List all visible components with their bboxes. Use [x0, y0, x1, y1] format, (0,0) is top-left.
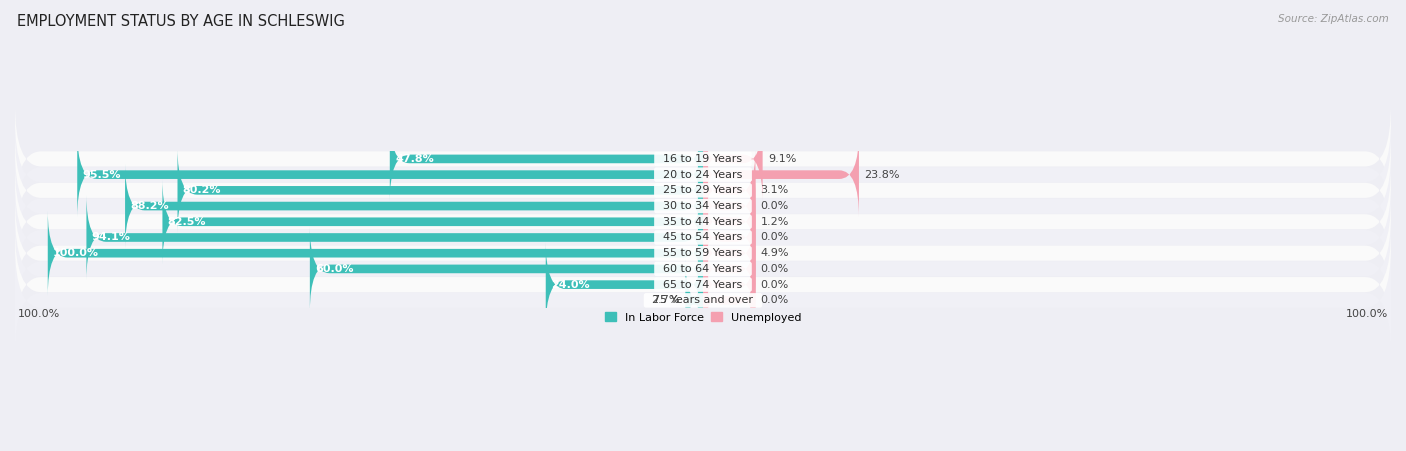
FancyBboxPatch shape: [703, 210, 755, 296]
FancyBboxPatch shape: [177, 147, 703, 233]
Text: EMPLOYMENT STATUS BY AGE IN SCHLESWIG: EMPLOYMENT STATUS BY AGE IN SCHLESWIG: [17, 14, 344, 28]
Text: 95.5%: 95.5%: [83, 170, 121, 179]
FancyBboxPatch shape: [15, 198, 1391, 308]
Text: 35 to 44 Years: 35 to 44 Years: [657, 217, 749, 227]
Text: 47.8%: 47.8%: [395, 154, 434, 164]
FancyBboxPatch shape: [15, 245, 1391, 356]
FancyBboxPatch shape: [703, 195, 755, 281]
FancyBboxPatch shape: [15, 120, 1391, 230]
Text: 24.0%: 24.0%: [551, 280, 589, 290]
Text: 0.0%: 0.0%: [761, 232, 789, 243]
Text: 94.1%: 94.1%: [91, 232, 131, 243]
FancyBboxPatch shape: [15, 214, 1391, 324]
Text: 82.5%: 82.5%: [167, 217, 207, 227]
FancyBboxPatch shape: [163, 179, 703, 265]
FancyBboxPatch shape: [703, 116, 762, 202]
FancyBboxPatch shape: [703, 258, 755, 343]
Text: 80.2%: 80.2%: [183, 185, 221, 195]
FancyBboxPatch shape: [15, 135, 1391, 246]
Text: 30 to 34 Years: 30 to 34 Years: [657, 201, 749, 211]
Text: 100.0%: 100.0%: [18, 309, 60, 319]
Text: 0.0%: 0.0%: [761, 201, 789, 211]
Text: Source: ZipAtlas.com: Source: ZipAtlas.com: [1278, 14, 1389, 23]
FancyBboxPatch shape: [703, 163, 755, 249]
FancyBboxPatch shape: [703, 226, 755, 312]
Text: 60.0%: 60.0%: [315, 264, 353, 274]
FancyBboxPatch shape: [389, 116, 703, 202]
Text: 0.0%: 0.0%: [761, 280, 789, 290]
FancyBboxPatch shape: [546, 242, 703, 327]
Text: 23.8%: 23.8%: [865, 170, 900, 179]
Text: 75 Years and over: 75 Years and over: [645, 295, 761, 305]
FancyBboxPatch shape: [703, 242, 755, 327]
FancyBboxPatch shape: [15, 151, 1391, 262]
FancyBboxPatch shape: [15, 104, 1391, 214]
FancyBboxPatch shape: [15, 182, 1391, 293]
Text: 0.0%: 0.0%: [761, 295, 789, 305]
FancyBboxPatch shape: [48, 210, 703, 296]
Text: 100.0%: 100.0%: [53, 248, 98, 258]
Text: 3.1%: 3.1%: [761, 185, 789, 195]
FancyBboxPatch shape: [15, 229, 1391, 340]
FancyBboxPatch shape: [703, 132, 859, 217]
FancyBboxPatch shape: [15, 166, 1391, 277]
FancyBboxPatch shape: [125, 163, 703, 249]
Text: 25 to 29 Years: 25 to 29 Years: [657, 185, 749, 195]
Text: 55 to 59 Years: 55 to 59 Years: [657, 248, 749, 258]
Text: 60 to 64 Years: 60 to 64 Years: [657, 264, 749, 274]
Text: 100.0%: 100.0%: [1346, 309, 1388, 319]
Text: 20 to 24 Years: 20 to 24 Years: [657, 170, 749, 179]
Text: 4.9%: 4.9%: [761, 248, 789, 258]
Text: 65 to 74 Years: 65 to 74 Years: [657, 280, 749, 290]
Text: 1.2%: 1.2%: [761, 217, 789, 227]
FancyBboxPatch shape: [703, 179, 755, 265]
Text: 0.0%: 0.0%: [761, 264, 789, 274]
Text: 16 to 19 Years: 16 to 19 Years: [657, 154, 749, 164]
Text: 88.2%: 88.2%: [131, 201, 169, 211]
FancyBboxPatch shape: [703, 147, 755, 233]
Text: 45 to 54 Years: 45 to 54 Years: [657, 232, 749, 243]
Legend: In Labor Force, Unemployed: In Labor Force, Unemployed: [605, 313, 801, 323]
Text: 9.1%: 9.1%: [768, 154, 796, 164]
FancyBboxPatch shape: [683, 258, 704, 343]
FancyBboxPatch shape: [309, 226, 703, 312]
FancyBboxPatch shape: [77, 132, 703, 217]
FancyBboxPatch shape: [86, 195, 703, 281]
Text: 2.7%: 2.7%: [651, 295, 681, 305]
